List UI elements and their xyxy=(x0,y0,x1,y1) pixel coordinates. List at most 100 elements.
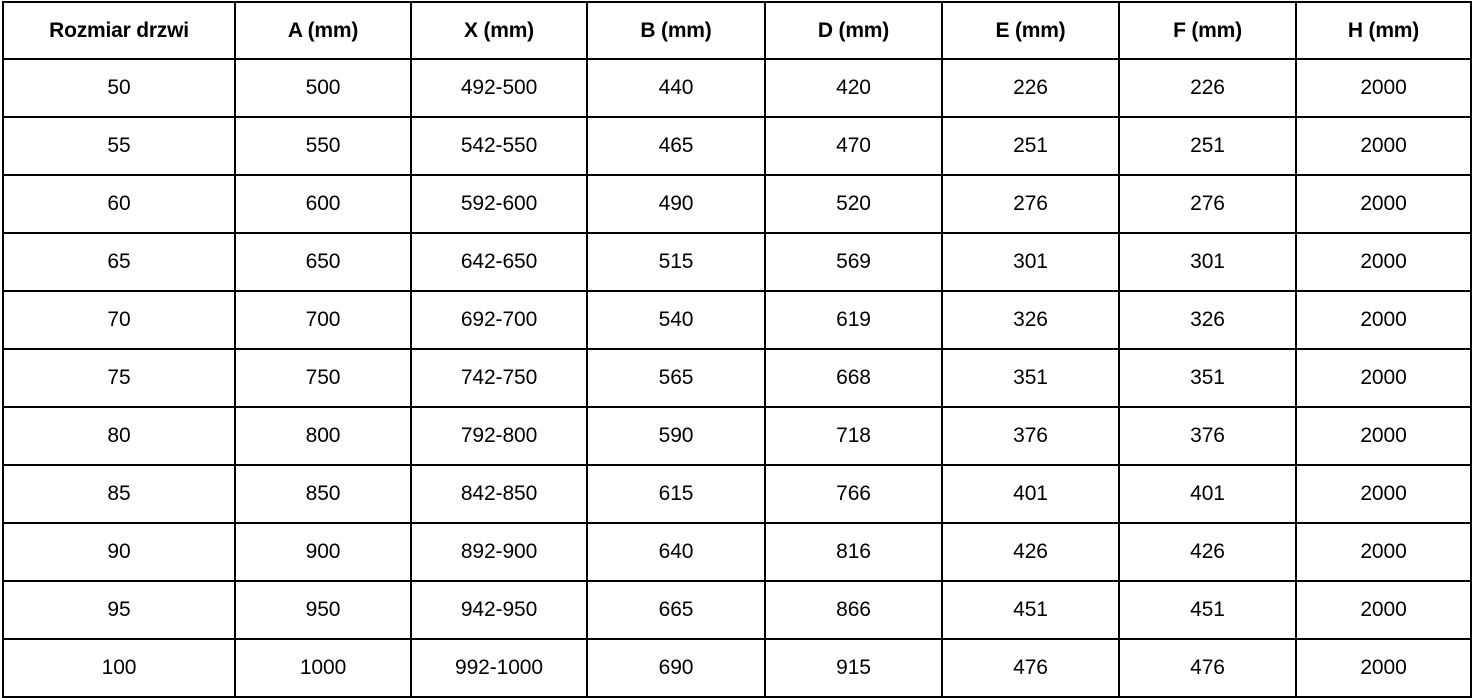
cell-d: 915 xyxy=(764,638,943,698)
cell-e: 376 xyxy=(941,406,1120,466)
table-row: 90 900 892-900 640 816 426 426 2000 xyxy=(2,522,1472,582)
table-row: 80 800 792-800 590 718 376 376 2000 xyxy=(2,406,1472,466)
cell-rozmiar-drzwi: 95 xyxy=(2,580,236,640)
cell-e: 451 xyxy=(941,580,1120,640)
cell-b: 690 xyxy=(586,638,766,698)
cell-d: 766 xyxy=(764,464,943,524)
table-row: 85 850 842-850 615 766 401 401 2000 xyxy=(2,464,1472,524)
cell-e: 476 xyxy=(941,638,1120,698)
cell-a: 600 xyxy=(234,174,412,234)
table-row: 95 950 942-950 665 866 451 451 2000 xyxy=(2,580,1472,640)
cell-h: 2000 xyxy=(1295,290,1472,350)
cell-f: 251 xyxy=(1118,116,1297,176)
cell-x: 592-600 xyxy=(410,174,588,234)
column-header-d: D (mm) xyxy=(764,1,943,60)
cell-d: 520 xyxy=(764,174,943,234)
cell-e: 326 xyxy=(941,290,1120,350)
cell-h: 2000 xyxy=(1295,348,1472,408)
cell-d: 866 xyxy=(764,580,943,640)
cell-a: 500 xyxy=(234,58,412,118)
cell-x: 792-800 xyxy=(410,406,588,466)
table-row: 50 500 492-500 440 420 226 226 2000 xyxy=(2,58,1472,118)
table-body: 50 500 492-500 440 420 226 226 2000 55 5… xyxy=(2,58,1472,698)
cell-a: 700 xyxy=(234,290,412,350)
cell-f: 351 xyxy=(1118,348,1297,408)
cell-x: 892-900 xyxy=(410,522,588,582)
cell-rozmiar-drzwi: 55 xyxy=(2,116,236,176)
cell-d: 470 xyxy=(764,116,943,176)
cell-a: 850 xyxy=(234,464,412,524)
column-header-rozmiar-drzwi: Rozmiar drzwi xyxy=(2,1,236,60)
cell-rozmiar-drzwi: 90 xyxy=(2,522,236,582)
cell-d: 668 xyxy=(764,348,943,408)
cell-b: 590 xyxy=(586,406,766,466)
cell-e: 426 xyxy=(941,522,1120,582)
cell-x: 942-950 xyxy=(410,580,588,640)
cell-x: 492-500 xyxy=(410,58,588,118)
cell-f: 326 xyxy=(1118,290,1297,350)
column-header-e: E (mm) xyxy=(941,1,1120,60)
cell-x: 992-1000 xyxy=(410,638,588,698)
cell-f: 276 xyxy=(1118,174,1297,234)
cell-rozmiar-drzwi: 80 xyxy=(2,406,236,466)
cell-h: 2000 xyxy=(1295,116,1472,176)
cell-d: 816 xyxy=(764,522,943,582)
cell-e: 226 xyxy=(941,58,1120,118)
table-row: 65 650 642-650 515 569 301 301 2000 xyxy=(2,232,1472,292)
cell-h: 2000 xyxy=(1295,522,1472,582)
cell-a: 650 xyxy=(234,232,412,292)
cell-rozmiar-drzwi: 85 xyxy=(2,464,236,524)
cell-b: 565 xyxy=(586,348,766,408)
cell-a: 950 xyxy=(234,580,412,640)
cell-h: 2000 xyxy=(1295,406,1472,466)
cell-h: 2000 xyxy=(1295,58,1472,118)
column-header-a: A (mm) xyxy=(234,1,412,60)
column-header-h: H (mm) xyxy=(1295,1,1472,60)
cell-f: 401 xyxy=(1118,464,1297,524)
cell-b: 540 xyxy=(586,290,766,350)
cell-a: 900 xyxy=(234,522,412,582)
cell-rozmiar-drzwi: 65 xyxy=(2,232,236,292)
cell-a: 800 xyxy=(234,406,412,466)
cell-a: 1000 xyxy=(234,638,412,698)
column-header-x: X (mm) xyxy=(410,1,588,60)
column-header-b: B (mm) xyxy=(586,1,766,60)
cell-rozmiar-drzwi: 100 xyxy=(2,638,236,698)
cell-f: 426 xyxy=(1118,522,1297,582)
cell-d: 619 xyxy=(764,290,943,350)
table-row: 60 600 592-600 490 520 276 276 2000 xyxy=(2,174,1472,234)
cell-x: 842-850 xyxy=(410,464,588,524)
cell-d: 718 xyxy=(764,406,943,466)
cell-e: 401 xyxy=(941,464,1120,524)
table-row: 75 750 742-750 565 668 351 351 2000 xyxy=(2,348,1472,408)
cell-f: 226 xyxy=(1118,58,1297,118)
cell-f: 301 xyxy=(1118,232,1297,292)
cell-d: 569 xyxy=(764,232,943,292)
table-row: 55 550 542-550 465 470 251 251 2000 xyxy=(2,116,1472,176)
cell-h: 2000 xyxy=(1295,638,1472,698)
cell-b: 665 xyxy=(586,580,766,640)
cell-rozmiar-drzwi: 75 xyxy=(2,348,236,408)
table-row: 100 1000 992-1000 690 915 476 476 2000 xyxy=(2,638,1472,698)
cell-h: 2000 xyxy=(1295,174,1472,234)
cell-rozmiar-drzwi: 70 xyxy=(2,290,236,350)
cell-b: 615 xyxy=(586,464,766,524)
cell-b: 640 xyxy=(586,522,766,582)
cell-x: 742-750 xyxy=(410,348,588,408)
table-header: Rozmiar drzwi A (mm) X (mm) B (mm) D (mm… xyxy=(2,1,1472,60)
cell-x: 692-700 xyxy=(410,290,588,350)
table-row: 70 700 692-700 540 619 326 326 2000 xyxy=(2,290,1472,350)
cell-e: 251 xyxy=(941,116,1120,176)
cell-e: 276 xyxy=(941,174,1120,234)
cell-f: 476 xyxy=(1118,638,1297,698)
cell-b: 490 xyxy=(586,174,766,234)
cell-a: 550 xyxy=(234,116,412,176)
cell-h: 2000 xyxy=(1295,464,1472,524)
cell-f: 451 xyxy=(1118,580,1297,640)
column-header-f: F (mm) xyxy=(1118,1,1297,60)
cell-d: 420 xyxy=(764,58,943,118)
cell-f: 376 xyxy=(1118,406,1297,466)
cell-rozmiar-drzwi: 60 xyxy=(2,174,236,234)
